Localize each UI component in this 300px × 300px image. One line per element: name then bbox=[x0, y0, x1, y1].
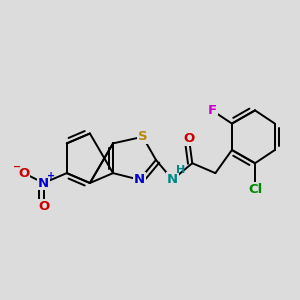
Text: Cl: Cl bbox=[248, 183, 262, 196]
Text: O: O bbox=[38, 200, 49, 213]
Text: S: S bbox=[138, 130, 148, 143]
Text: N: N bbox=[167, 173, 178, 186]
Text: O: O bbox=[18, 167, 29, 180]
Text: H: H bbox=[176, 166, 185, 176]
Text: F: F bbox=[208, 104, 217, 117]
Text: N: N bbox=[134, 173, 145, 186]
Text: O: O bbox=[183, 132, 195, 145]
Text: +: + bbox=[47, 171, 55, 182]
Text: N: N bbox=[38, 176, 49, 190]
Text: −: − bbox=[13, 161, 21, 172]
